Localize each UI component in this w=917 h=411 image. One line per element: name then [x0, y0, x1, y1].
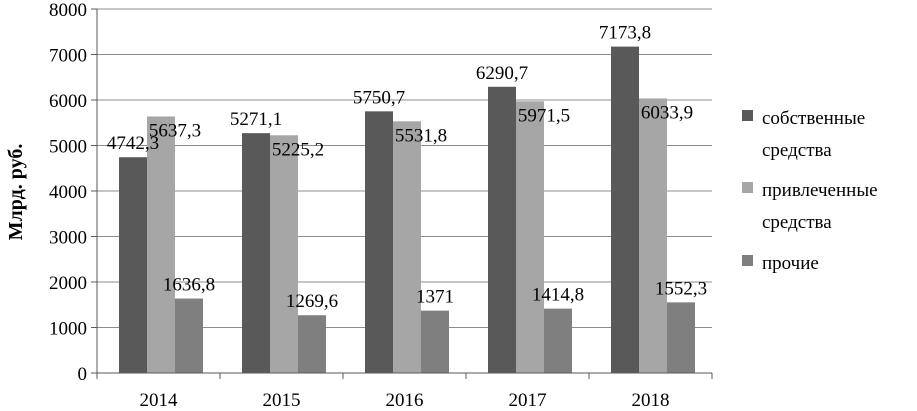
- data-label: 5531,8: [395, 125, 447, 146]
- tick-labels: 0 1000 2000 3000 4000 5000 6000 7000 8000 2014 201…: [49, 0, 670, 411]
- y-axis-label: Млрд. руб.: [5, 144, 27, 241]
- data-label: 5750,7: [353, 87, 405, 108]
- x-tick-label: 2018: [632, 390, 670, 411]
- bar: [667, 302, 695, 373]
- legend: собственные средства привлеченные средства п…: [742, 108, 878, 274]
- y-tick-label: 2000: [49, 273, 87, 294]
- bar: [365, 111, 393, 374]
- y-tick-label: 8000: [49, 0, 87, 21]
- bar: [175, 298, 203, 373]
- legend-entry-label: собственные: [762, 108, 865, 129]
- bar: [488, 86, 516, 374]
- x-tick-label: 2017: [509, 390, 547, 411]
- bar: [516, 101, 544, 373]
- legend-entry-label: средства: [762, 140, 832, 161]
- bar: [421, 310, 449, 373]
- y-tick-label: 4000: [49, 182, 87, 203]
- data-label: 5271,1: [230, 109, 282, 130]
- legend-swatch: [742, 110, 753, 121]
- legend-entry-label: привлеченные: [762, 180, 878, 201]
- data-label: 6033,9: [641, 102, 693, 123]
- bar: [544, 308, 572, 373]
- axes: [91, 8, 713, 379]
- data-label: 1414,8: [532, 285, 584, 306]
- x-tick-label: 2016: [386, 390, 424, 411]
- legend-entry-label: средства: [762, 212, 832, 233]
- data-label: 1269,6: [286, 291, 338, 312]
- legend-entry-label: прочие: [762, 253, 819, 274]
- y-tick-label: 1000: [49, 319, 87, 340]
- bar: [147, 116, 175, 373]
- y-tick-label: 3000: [49, 228, 87, 249]
- bar: [639, 98, 667, 373]
- y-tick-label: 7000: [49, 46, 87, 67]
- y-tick-label: 0: [78, 364, 88, 385]
- bar: [298, 315, 326, 373]
- data-label: 5971,5: [518, 105, 570, 126]
- data-label: 1371: [416, 287, 454, 308]
- data-label: 5637,3: [149, 121, 201, 142]
- data-label: 7173,8: [599, 23, 651, 44]
- legend-swatch: [742, 255, 753, 266]
- x-tick-label: 2015: [263, 390, 301, 411]
- data-label: 1552,3: [655, 278, 707, 299]
- y-tick-label: 6000: [49, 91, 87, 112]
- bar: [242, 133, 270, 373]
- data-label: 6290,7: [476, 63, 528, 84]
- data-label: 5225,2: [272, 139, 324, 160]
- y-tick-label: 5000: [49, 137, 87, 158]
- bars: [119, 46, 695, 374]
- data-label: 4742,3: [107, 133, 159, 154]
- bar: [270, 135, 298, 373]
- legend-swatch: [742, 182, 753, 193]
- bar: [393, 121, 421, 373]
- bar: [611, 46, 639, 373]
- x-tick-label: 2014: [140, 390, 179, 411]
- data-label: 1636,8: [163, 275, 215, 296]
- bar: [119, 157, 147, 373]
